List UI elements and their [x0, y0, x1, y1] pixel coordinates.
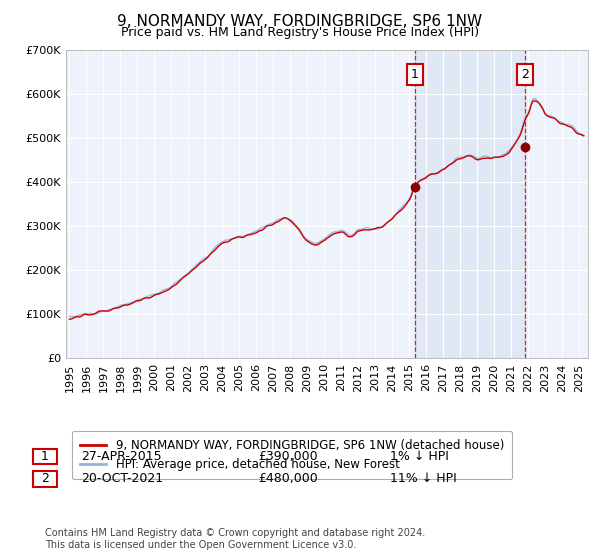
Text: 20-OCT-2021: 20-OCT-2021	[81, 472, 163, 486]
Legend: 9, NORMANDY WAY, FORDINGBRIDGE, SP6 1NW (detached house), HPI: Average price, de: 9, NORMANDY WAY, FORDINGBRIDGE, SP6 1NW …	[72, 431, 512, 479]
Text: 1% ↓ HPI: 1% ↓ HPI	[390, 450, 449, 463]
Text: 27-APR-2015: 27-APR-2015	[81, 450, 161, 463]
Text: £390,000: £390,000	[258, 450, 317, 463]
Text: 9, NORMANDY WAY, FORDINGBRIDGE, SP6 1NW: 9, NORMANDY WAY, FORDINGBRIDGE, SP6 1NW	[118, 14, 482, 29]
Text: 1: 1	[411, 68, 419, 81]
Text: 1: 1	[41, 450, 49, 463]
Bar	[415, 50, 525, 358]
Text: 2: 2	[41, 472, 49, 486]
Text: £480,000: £480,000	[258, 472, 318, 486]
Text: Price paid vs. HM Land Registry's House Price Index (HPI): Price paid vs. HM Land Registry's House …	[121, 26, 479, 39]
Text: 2: 2	[521, 68, 529, 81]
Text: Contains HM Land Registry data © Crown copyright and database right 2024.
This d: Contains HM Land Registry data © Crown c…	[45, 528, 425, 550]
Text: 11% ↓ HPI: 11% ↓ HPI	[390, 472, 457, 486]
